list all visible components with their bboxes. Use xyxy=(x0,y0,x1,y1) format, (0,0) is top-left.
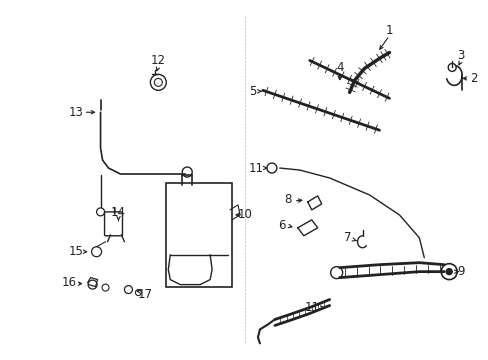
Text: 14: 14 xyxy=(111,206,126,219)
Text: 5: 5 xyxy=(249,85,256,98)
Text: 9: 9 xyxy=(456,265,464,278)
Text: 4: 4 xyxy=(335,61,343,74)
Text: 15: 15 xyxy=(68,245,83,258)
Circle shape xyxy=(446,269,451,275)
Text: 11: 11 xyxy=(304,301,319,314)
Text: 11: 11 xyxy=(248,162,263,175)
Text: 6: 6 xyxy=(278,219,285,232)
Text: 13: 13 xyxy=(68,106,83,119)
Text: 16: 16 xyxy=(61,276,76,289)
Text: 1: 1 xyxy=(385,24,392,37)
Text: 8: 8 xyxy=(284,193,291,206)
Text: 12: 12 xyxy=(150,54,165,67)
Text: 10: 10 xyxy=(237,208,252,221)
Text: 17: 17 xyxy=(138,288,153,301)
Text: 2: 2 xyxy=(469,72,477,85)
Text: 7: 7 xyxy=(343,231,351,244)
Text: 3: 3 xyxy=(457,49,464,62)
